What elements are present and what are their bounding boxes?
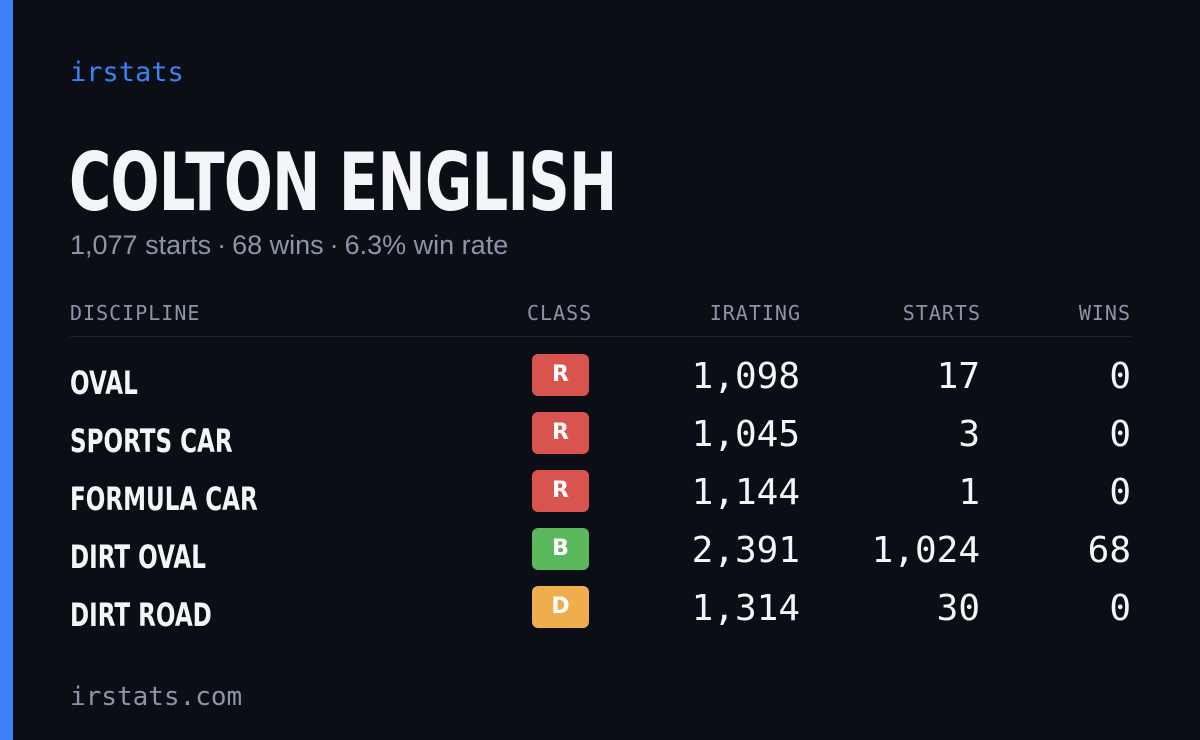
table-header: DISCIPLINE CLASS IRATING STARTS WINS	[70, 298, 1131, 330]
table-row: OVAL R 1,098 17 0	[70, 349, 1131, 407]
header-irating: IRATING	[709, 301, 801, 325]
row-wins: 68	[1087, 530, 1131, 571]
row-starts: 30	[936, 588, 980, 629]
footer-url: irstats.com	[70, 682, 243, 712]
header-class: CLASS	[527, 301, 593, 325]
row-wins: 0	[1109, 472, 1131, 513]
table-row: SPORTS CAR R 1,045 3 0	[70, 407, 1131, 465]
license-class-badge: R	[532, 354, 589, 396]
row-discipline: SPORTS CAR	[70, 422, 233, 460]
discipline-table: OVAL R 1,098 17 0 SPORTS CAR R 1,045 3 0…	[70, 349, 1131, 639]
table-row: FORMULA CAR R 1,144 1 0	[70, 465, 1131, 523]
row-irating: 1,045	[691, 414, 800, 455]
row-irating: 1,314	[691, 588, 800, 629]
row-discipline: DIRT OVAL	[70, 538, 206, 576]
driver-name: COLTON ENGLISH	[69, 136, 617, 229]
license-class-badge: D	[532, 586, 589, 628]
summary-starts: 1,077 starts	[70, 230, 212, 260]
accent-bar	[0, 0, 13, 740]
header-discipline: DISCIPLINE	[70, 301, 201, 325]
brand-logo-text: irstats	[70, 57, 184, 88]
table-row: DIRT OVAL B 2,391 1,024 68	[70, 523, 1131, 581]
summary-wins: 68 wins	[232, 230, 324, 260]
table-row: DIRT ROAD D 1,314 30 0	[70, 581, 1131, 639]
summary-separator: ·	[217, 230, 227, 260]
license-class-badge: R	[532, 412, 589, 454]
row-irating: 1,098	[691, 356, 800, 397]
license-class-badge: B	[532, 528, 589, 570]
row-starts: 3	[958, 414, 980, 455]
license-class-badge: R	[532, 470, 589, 512]
row-starts: 1,024	[871, 530, 980, 571]
row-discipline: OVAL	[70, 364, 138, 402]
header-divider	[70, 336, 1131, 337]
row-wins: 0	[1109, 588, 1131, 629]
summary-separator: ·	[329, 230, 339, 260]
header-starts: STARTS	[902, 301, 981, 325]
row-wins: 0	[1109, 414, 1131, 455]
row-wins: 0	[1109, 356, 1131, 397]
summary-win-rate: 6.3% win rate	[344, 230, 509, 260]
row-irating: 1,144	[691, 472, 800, 513]
header-wins: WINS	[1078, 301, 1131, 325]
row-discipline: FORMULA CAR	[70, 480, 258, 518]
row-discipline: DIRT ROAD	[70, 596, 212, 634]
row-irating: 2,391	[691, 530, 800, 571]
row-starts: 17	[936, 356, 980, 397]
row-starts: 1	[958, 472, 980, 513]
driver-summary: 1,077 starts · 68 wins · 6.3% win rate	[70, 228, 508, 262]
